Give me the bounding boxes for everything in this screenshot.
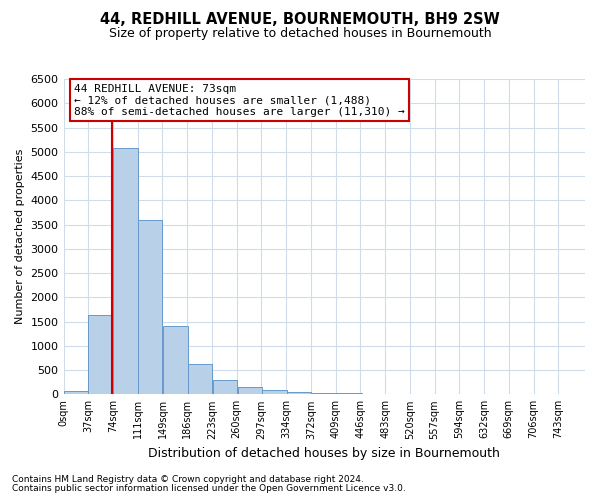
Bar xyxy=(163,326,188,394)
Bar xyxy=(138,220,163,394)
Text: Contains public sector information licensed under the Open Government Licence v3: Contains public sector information licen… xyxy=(12,484,406,493)
Text: Size of property relative to detached houses in Bournemouth: Size of property relative to detached ho… xyxy=(109,28,491,40)
Bar xyxy=(313,392,337,394)
Text: 44 REDHILL AVENUE: 73sqm
← 12% of detached houses are smaller (1,488)
88% of sem: 44 REDHILL AVENUE: 73sqm ← 12% of detach… xyxy=(74,84,405,117)
Bar xyxy=(113,148,137,394)
Bar xyxy=(88,315,113,394)
X-axis label: Distribution of detached houses by size in Bournemouth: Distribution of detached houses by size … xyxy=(148,447,500,460)
Bar xyxy=(262,390,287,394)
Text: 44, REDHILL AVENUE, BOURNEMOUTH, BH9 2SW: 44, REDHILL AVENUE, BOURNEMOUTH, BH9 2SW xyxy=(100,12,500,28)
Bar xyxy=(337,393,362,394)
Bar xyxy=(213,380,237,394)
Bar xyxy=(188,364,212,394)
Bar xyxy=(64,391,88,394)
Bar xyxy=(287,392,311,394)
Bar xyxy=(238,388,262,394)
Text: Contains HM Land Registry data © Crown copyright and database right 2024.: Contains HM Land Registry data © Crown c… xyxy=(12,475,364,484)
Y-axis label: Number of detached properties: Number of detached properties xyxy=(15,149,25,324)
